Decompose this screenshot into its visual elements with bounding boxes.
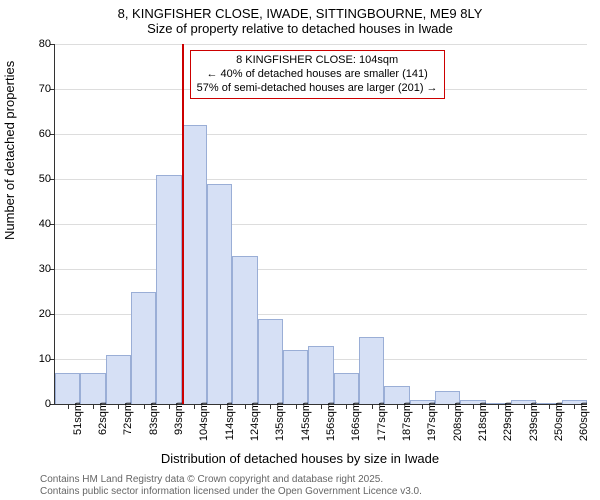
grid-line <box>55 179 587 180</box>
histogram-bar <box>80 373 105 405</box>
x-tick-label: 156sqm <box>325 402 337 441</box>
histogram-bar <box>359 337 384 405</box>
x-tick-mark <box>346 404 347 409</box>
x-tick-label: 229sqm <box>502 402 514 441</box>
histogram-bar <box>156 175 181 405</box>
y-tick-label: 40 <box>25 218 51 230</box>
x-tick-mark <box>549 404 550 409</box>
x-tick-label: 260sqm <box>578 402 590 441</box>
x-tick-mark <box>68 404 69 409</box>
y-tick-label: 70 <box>25 83 51 95</box>
grid-line <box>55 224 587 225</box>
x-tick-label: 239sqm <box>528 402 540 441</box>
x-tick-label: 145sqm <box>300 402 312 441</box>
x-tick-mark <box>524 404 525 409</box>
histogram-bar <box>334 373 359 405</box>
x-tick-mark <box>93 404 94 409</box>
x-tick-mark <box>397 404 398 409</box>
grid-line <box>55 269 587 270</box>
footer-line-2: Contains public sector information licen… <box>40 486 422 498</box>
title-line-1: 8, KINGFISHER CLOSE, IWADE, SITTINGBOURN… <box>0 6 600 21</box>
x-tick-mark <box>245 404 246 409</box>
x-tick-mark <box>118 404 119 409</box>
y-tick-label: 80 <box>25 38 51 50</box>
histogram-bar <box>258 319 283 405</box>
grid-line <box>55 134 587 135</box>
x-tick-mark <box>574 404 575 409</box>
histogram-bar <box>55 373 80 405</box>
x-tick-mark <box>144 404 145 409</box>
property-marker-line <box>182 44 184 404</box>
x-tick-label: 104sqm <box>198 402 210 441</box>
chart-container: 8, KINGFISHER CLOSE, IWADE, SITTINGBOURN… <box>0 0 600 500</box>
x-tick-mark <box>169 404 170 409</box>
x-tick-label: 51sqm <box>72 402 84 435</box>
x-tick-mark <box>321 404 322 409</box>
annotation-line-2: ← 40% of detached houses are smaller (14… <box>197 68 438 82</box>
histogram-bar <box>106 355 131 405</box>
grid-line <box>55 44 587 45</box>
annotation-line-3: 57% of semi-detached houses are larger (… <box>197 82 438 96</box>
x-tick-label: 124sqm <box>249 402 261 441</box>
x-tick-label: 72sqm <box>122 402 134 435</box>
title-block: 8, KINGFISHER CLOSE, IWADE, SITTINGBOURN… <box>0 6 600 36</box>
x-tick-label: 197sqm <box>426 402 438 441</box>
y-tick-label: 30 <box>25 263 51 275</box>
x-tick-mark <box>296 404 297 409</box>
x-tick-label: 187sqm <box>401 402 413 441</box>
y-tick-label: 20 <box>25 308 51 320</box>
x-tick-mark <box>498 404 499 409</box>
x-tick-label: 166sqm <box>350 402 362 441</box>
y-tick-label: 50 <box>25 173 51 185</box>
histogram-bar <box>207 184 232 405</box>
histogram-bar <box>131 292 156 405</box>
histogram-bar <box>182 125 207 404</box>
x-tick-mark <box>220 404 221 409</box>
footer-attribution: Contains HM Land Registry data © Crown c… <box>40 474 422 498</box>
title-line-2: Size of property relative to detached ho… <box>0 21 600 36</box>
histogram-bar <box>283 350 308 404</box>
x-tick-mark <box>194 404 195 409</box>
x-tick-label: 177sqm <box>376 402 388 441</box>
x-tick-mark <box>448 404 449 409</box>
histogram-bar <box>232 256 257 405</box>
x-tick-label: 93sqm <box>173 402 185 435</box>
footer-line-1: Contains HM Land Registry data © Crown c… <box>40 474 422 486</box>
annotation-box: 8 KINGFISHER CLOSE: 104sqm← 40% of detac… <box>190 50 445 99</box>
histogram-bar <box>308 346 333 405</box>
x-tick-label: 250sqm <box>553 402 565 441</box>
x-tick-label: 62sqm <box>97 402 109 435</box>
y-tick-label: 10 <box>25 353 51 365</box>
x-tick-mark <box>473 404 474 409</box>
x-tick-mark <box>372 404 373 409</box>
x-tick-mark <box>422 404 423 409</box>
x-axis-label: Distribution of detached houses by size … <box>0 451 600 466</box>
x-tick-label: 135sqm <box>274 402 286 441</box>
x-tick-label: 218sqm <box>477 402 489 441</box>
y-tick-label: 0 <box>25 398 51 410</box>
y-tick-label: 60 <box>25 128 51 140</box>
x-tick-label: 83sqm <box>148 402 160 435</box>
y-axis-label: Number of detached properties <box>2 61 17 240</box>
annotation-line-1: 8 KINGFISHER CLOSE: 104sqm <box>197 54 438 68</box>
x-tick-label: 114sqm <box>224 402 236 440</box>
plot-area: 0102030405060708051sqm62sqm72sqm83sqm93s… <box>54 44 587 405</box>
x-tick-label: 208sqm <box>452 402 464 441</box>
x-tick-mark <box>270 404 271 409</box>
